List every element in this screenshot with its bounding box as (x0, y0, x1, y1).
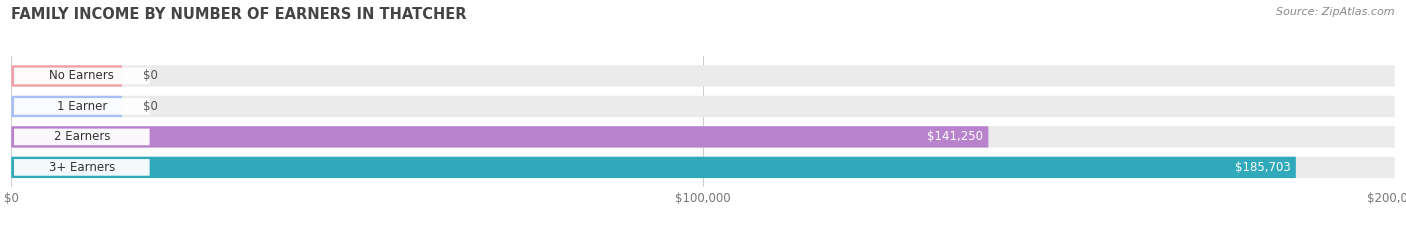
Text: $185,703: $185,703 (1234, 161, 1291, 174)
FancyBboxPatch shape (14, 159, 149, 176)
Text: Source: ZipAtlas.com: Source: ZipAtlas.com (1277, 7, 1395, 17)
Text: FAMILY INCOME BY NUMBER OF EARNERS IN THATCHER: FAMILY INCOME BY NUMBER OF EARNERS IN TH… (11, 7, 467, 22)
Text: 3+ Earners: 3+ Earners (49, 161, 115, 174)
FancyBboxPatch shape (11, 96, 122, 117)
Text: 2 Earners: 2 Earners (53, 130, 110, 143)
Text: $141,250: $141,250 (927, 130, 983, 143)
FancyBboxPatch shape (11, 96, 1395, 117)
FancyBboxPatch shape (11, 65, 122, 87)
FancyBboxPatch shape (11, 65, 1395, 87)
FancyBboxPatch shape (11, 157, 1395, 178)
FancyBboxPatch shape (11, 126, 1395, 148)
Text: $0: $0 (142, 100, 157, 113)
FancyBboxPatch shape (11, 157, 1296, 178)
FancyBboxPatch shape (14, 98, 149, 115)
FancyBboxPatch shape (14, 129, 149, 145)
Text: 1 Earner: 1 Earner (56, 100, 107, 113)
Text: $0: $0 (142, 69, 157, 82)
FancyBboxPatch shape (14, 68, 149, 84)
FancyBboxPatch shape (11, 126, 988, 148)
Text: No Earners: No Earners (49, 69, 114, 82)
